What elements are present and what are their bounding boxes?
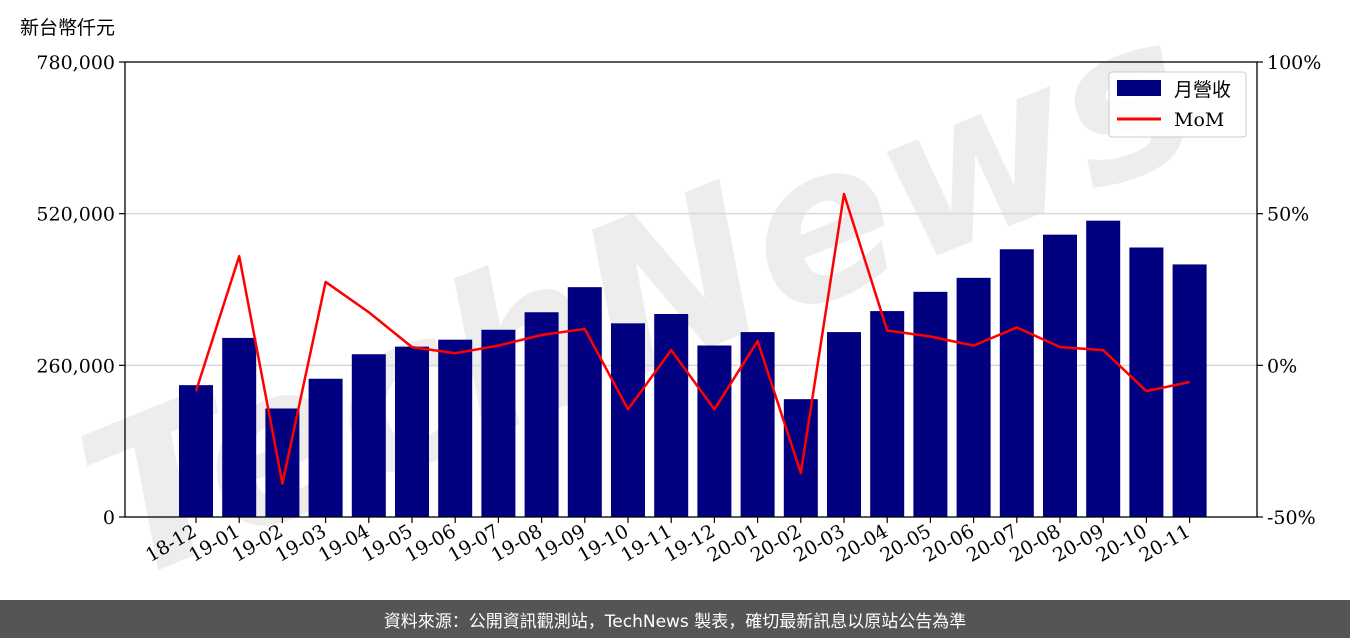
bar-19-04 [351, 354, 386, 517]
y-unit-label: 新台幣仟元 [20, 17, 115, 39]
legend-bar-label: 月營收 [1174, 79, 1231, 101]
source-text: 資料來源：公開資訊觀測站，TechNews 製表，確切最新訊息以原站公告為準 [383, 611, 967, 632]
bar-18-12 [179, 385, 213, 517]
y-left-tick-label: 0 [103, 507, 115, 529]
bar-20-02 [783, 399, 818, 517]
bar-19-03 [308, 378, 343, 517]
bar-19-07 [481, 329, 516, 517]
legend-line-label: MoM [1174, 109, 1224, 131]
bar-19-06 [438, 339, 473, 517]
y-left-tick-label: 780,000 [36, 52, 115, 74]
bar-20-07 [999, 249, 1034, 517]
x-tick-label: 20-11 [1136, 520, 1194, 566]
bar-20-05 [913, 291, 948, 517]
bar-19-05 [395, 346, 429, 517]
bar-20-11 [1172, 264, 1207, 517]
plot-frame [124, 61, 1258, 518]
bar-19-08 [524, 312, 559, 517]
bar-19-09 [567, 287, 602, 517]
bar-20-01 [740, 332, 775, 517]
bar-20-04 [870, 311, 905, 517]
bar-19-01 [222, 337, 257, 517]
bar-19-11 [654, 314, 689, 517]
y-right-tick-label: 100% [1267, 52, 1321, 74]
y-right-tick-label: 50% [1267, 204, 1309, 226]
legend-bar-swatch [1117, 80, 1161, 96]
bar-19-12 [697, 345, 732, 517]
chart-area: TechNews 0 260,000 520,000 780,000 -50% 0% 50%… [20, 0, 1321, 630]
bar-20-03 [827, 332, 861, 517]
bar-20-10 [1129, 247, 1164, 517]
bar-20-06 [956, 277, 991, 517]
bar-20-09 [1086, 220, 1121, 517]
revenue-chart: TechNews 0260,000520,000780,000-50%0%50%… [20, 0, 1321, 630]
source-footer: 資料來源：公開資訊觀測站，TechNews 製表，確切最新訊息以原站公告為準 [0, 600, 1350, 638]
y-right-tick-label: 0% [1267, 355, 1297, 377]
y-right-tick-label: -50% [1267, 507, 1316, 529]
y-left-tick-label: 260,000 [36, 355, 115, 377]
y-left-tick-label: 520,000 [36, 204, 115, 226]
mom-line [194, 192, 1190, 485]
bar-20-08 [1043, 234, 1077, 517]
bar-19-10 [611, 323, 645, 517]
